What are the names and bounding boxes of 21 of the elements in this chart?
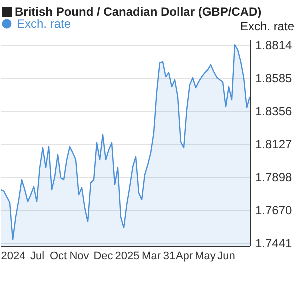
x-tick-label: Oct <box>50 250 68 262</box>
y-tick-label: 1.7441 <box>256 236 293 250</box>
y-tick-label: 1.8585 <box>256 72 293 86</box>
x-tick-label: May <box>195 250 216 262</box>
x-tick-label: 2025 <box>115 250 140 262</box>
x-tick-label: Jul <box>30 250 45 262</box>
y-tick-label: 1.8814 <box>256 38 293 53</box>
y-tick-label: 1.8127 <box>256 138 293 152</box>
x-tick-label: 31 <box>163 250 176 262</box>
x-tick-label: Jun <box>218 250 236 262</box>
legend-label: Exch. rate <box>17 17 72 31</box>
x-tick-label: Dec <box>94 250 114 262</box>
x-tick-label: Apr <box>176 250 194 262</box>
x-tick-label: Nov <box>70 250 90 262</box>
y-axis-title: Exch. rate <box>240 20 295 34</box>
x-tick-label: Mar <box>142 250 162 262</box>
y-tick-label: 1.7898 <box>256 170 293 185</box>
y-tick-label: 1.7670 <box>256 203 293 218</box>
x-tick-label: 2024 <box>1 250 26 262</box>
chart-title: British Pound / Canadian Dollar (GBP/CAD) <box>15 4 262 19</box>
y-tick-label: 1.8356 <box>256 104 293 119</box>
